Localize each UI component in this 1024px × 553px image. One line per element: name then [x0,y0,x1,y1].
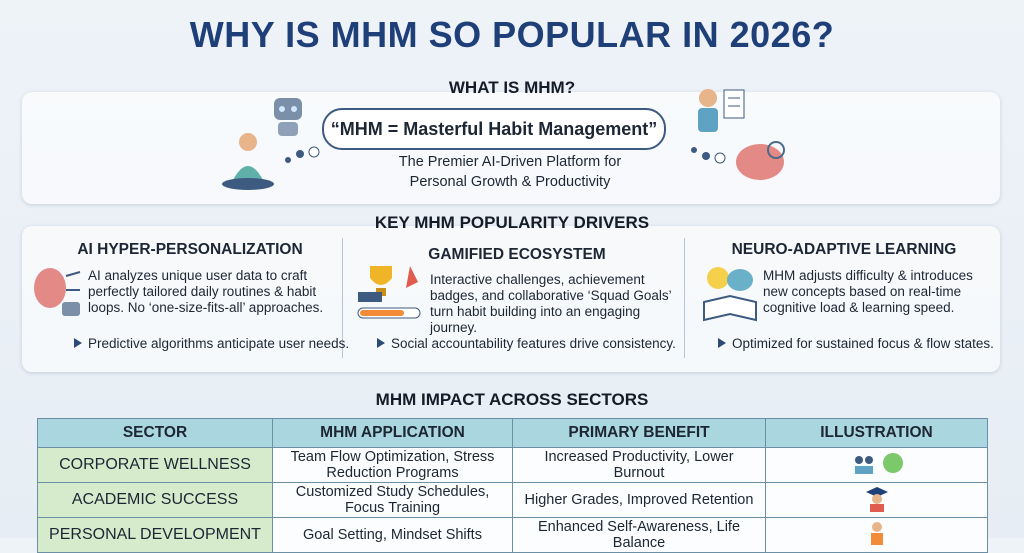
person-icon [870,522,883,545]
student-icon [865,487,888,512]
driver-title: NEURO-ADAPTIVE LEARNING [731,241,957,258]
driver-title: GAMIFIED ECOSYSTEM [428,246,606,263]
page-title: WHY IS MHM SO POPULAR IN 2026? [189,14,835,55]
section-heading: WHAT IS MHM? [448,78,576,97]
table-row: ACADEMIC SUCCESS Customized Study Schedu… [37,482,988,518]
impact-table: SECTOR MHM APPLICATION PRIMARY BENEFIT I… [37,418,988,553]
header-cell: MHM APPLICATION [272,418,513,448]
driver-title: AI HYPER-PERSONALIZATION [77,241,303,258]
section-heading: MHM IMPACT ACROSS SECTORS [375,390,649,409]
section-heading: KEY MHM POPULARITY DRIVERS [374,213,650,232]
driver-bullet: Social accountability features drive con… [377,336,676,351]
divider [684,238,685,358]
book-bulb-icon [703,267,757,322]
driver-bullet: Optimized for sustained focus & flow sta… [718,336,994,351]
divider [342,238,343,358]
illustration-cell [765,517,988,553]
header-cell: PRIMARY BENEFIT [512,418,766,448]
sector-cell: ACADEMIC SUCCESS [37,482,273,518]
checklist-brain-icon [691,89,785,180]
header-row: SECTOR MHM APPLICATION PRIMARY BENEFIT I… [37,418,988,448]
driver-body: AI analyzes unique user data to craft pe… [88,268,324,315]
page: {"title": "WHY IS MHM SO POPULAR IN 2026… [0,0,1024,538]
driver-body: Interactive challenges, achievement badg… [430,272,672,335]
benefit-cell: Enhanced Self-Awareness, Life Balance [512,517,766,553]
table-row: CORPORATE WELLNESS Team Flow Optimizatio… [37,447,988,483]
table-row: PERSONAL DEVELOPMENT Goal Setting, Minds… [37,517,988,553]
application-cell: Customized Study Schedules, Focus Traini… [272,482,513,518]
subtitle-line: Personal Growth & Productivity [409,174,611,190]
sector-cell: CORPORATE WELLNESS [37,447,273,483]
benefit-cell: Increased Productivity, Lower Burnout [512,447,766,483]
illustration-cell [765,482,988,518]
application-cell: Goal Setting, Mindset Shifts [272,517,513,553]
sector-cell: PERSONAL DEVELOPMENT [37,517,273,553]
ai-head-icon [34,268,81,316]
illustration-cell [765,447,988,483]
meditator-robot-icon [222,98,320,190]
team-icon [854,453,903,474]
header-cell: ILLUSTRATION [765,418,988,448]
application-cell: Team Flow Optimization, Stress Reduction… [272,447,513,483]
quote: “MHM = Masterful Habit Management” [322,108,666,150]
driver-bullet: Predictive algorithms anticipate user ne… [74,336,349,351]
trophy-icon [357,266,421,319]
benefit-cell: Higher Grades, Improved Retention [512,482,766,518]
driver-body: MHM adjusts difficulty & introduces new … [763,268,973,315]
subtitle-line: The Premier AI-Driven Platform for [398,154,622,170]
header-cell: SECTOR [37,418,273,448]
